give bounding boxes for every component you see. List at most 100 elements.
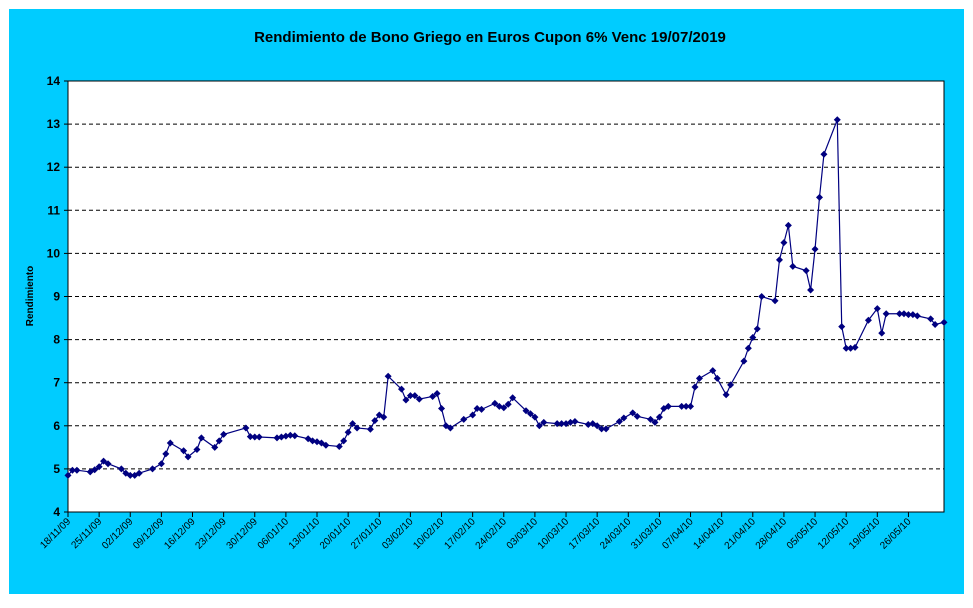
data-point	[180, 447, 188, 455]
data-point	[780, 239, 788, 247]
data-point	[811, 245, 819, 253]
data-point	[504, 400, 512, 408]
data-point	[166, 439, 174, 447]
data-point	[273, 434, 281, 442]
data-point	[64, 471, 72, 479]
y-tick-label: 6	[53, 419, 60, 433]
data-point	[491, 399, 499, 407]
data-point	[709, 367, 717, 375]
data-point	[91, 466, 99, 474]
data-point	[193, 446, 201, 454]
data-point	[277, 433, 285, 441]
data-point	[73, 466, 81, 474]
data-point	[411, 392, 419, 400]
data-point	[526, 410, 534, 418]
data-point	[838, 323, 846, 331]
data-point	[896, 310, 904, 318]
data-point	[713, 374, 721, 382]
data-point	[695, 374, 703, 382]
data-point	[353, 424, 361, 432]
data-point	[117, 465, 125, 473]
data-point	[571, 417, 579, 425]
data-point	[322, 441, 330, 449]
data-point	[900, 310, 908, 318]
data-point	[309, 437, 317, 445]
data-point	[598, 425, 606, 433]
y-tick-label: 11	[47, 203, 60, 217]
data-point	[740, 357, 748, 365]
data-point	[100, 457, 108, 465]
data-point	[500, 404, 508, 412]
data-point	[620, 414, 628, 422]
data-point	[344, 428, 352, 436]
data-point	[802, 267, 810, 275]
data-point	[678, 402, 686, 410]
data-point	[251, 433, 259, 441]
data-point	[406, 392, 414, 400]
chart-title: Rendimiento de Bono Griego en Euros Cupo…	[254, 29, 726, 46]
data-point	[722, 391, 730, 399]
data-point	[126, 471, 134, 479]
data-point	[815, 193, 823, 201]
data-point	[446, 424, 454, 432]
data-point	[162, 450, 170, 458]
data-point	[749, 333, 757, 341]
data-point	[687, 402, 695, 410]
data-point	[913, 312, 921, 320]
data-point	[833, 116, 841, 124]
y-tick-label: 14	[47, 74, 61, 88]
data-point	[402, 396, 410, 404]
data-point	[629, 409, 637, 417]
data-point	[384, 372, 392, 380]
data-point	[851, 343, 859, 351]
y-tick-label: 9	[53, 290, 60, 304]
data-point	[242, 424, 250, 432]
data-point	[522, 407, 530, 415]
y-tick-label: 10	[47, 246, 61, 260]
y-tick-label: 8	[53, 333, 60, 347]
data-point	[784, 221, 792, 229]
data-point	[473, 405, 481, 413]
data-point	[291, 432, 299, 440]
data-point	[753, 325, 761, 333]
data-point	[807, 286, 815, 294]
data-point	[68, 466, 76, 474]
plot-border	[67, 80, 945, 513]
data-point	[246, 433, 254, 441]
data-point	[553, 420, 561, 428]
data-point	[157, 460, 165, 468]
y-tick-label: 12	[47, 160, 61, 174]
data-point	[633, 412, 641, 420]
data-point	[878, 329, 886, 337]
data-point	[566, 418, 574, 426]
data-point	[371, 417, 379, 425]
data-point	[615, 417, 623, 425]
data-point	[584, 421, 592, 429]
data-point	[148, 465, 156, 473]
y-tick-label: 4	[53, 505, 60, 519]
data-point	[197, 434, 205, 442]
data-point	[847, 344, 855, 352]
data-point	[927, 315, 935, 323]
data-point	[438, 405, 446, 413]
data-point	[531, 413, 539, 421]
data-point	[540, 418, 548, 426]
data-point	[727, 381, 735, 389]
data-point	[122, 469, 130, 477]
data-point	[691, 383, 699, 391]
data-point	[651, 418, 659, 426]
y-tick-label: 7	[53, 376, 60, 390]
data-point	[282, 432, 290, 440]
data-point	[184, 453, 192, 461]
data-point	[771, 297, 779, 305]
data-point	[647, 415, 655, 423]
data-point	[655, 413, 663, 421]
data-point	[842, 344, 850, 352]
data-point	[593, 422, 601, 430]
data-point	[380, 413, 388, 421]
data-point	[469, 411, 477, 419]
data-point	[940, 318, 948, 326]
data-point	[758, 293, 766, 300]
data-point	[775, 256, 783, 264]
